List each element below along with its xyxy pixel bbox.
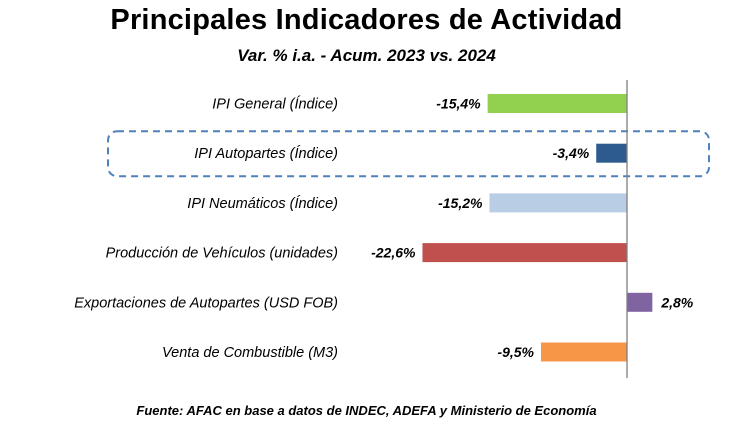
bar — [487, 94, 627, 113]
data-label: -15,4% — [436, 96, 481, 112]
chart-subtitle: Var. % i.a. - Acum. 2023 vs. 2024 — [237, 46, 496, 65]
category-label: Venta de Combustible (M3) — [162, 345, 338, 361]
chart-title: Principales Indicadores de Actividad — [110, 4, 623, 36]
data-label: -15,2% — [438, 195, 483, 211]
data-label: 2,8% — [660, 294, 693, 310]
bar — [422, 243, 627, 263]
category-label: IPI Neumáticos (Índice) — [187, 195, 338, 212]
data-label: -3,4% — [553, 145, 590, 161]
category-label: Producción de Vehículos (unidades) — [106, 246, 338, 262]
category-label: IPI Autopartes (Índice) — [194, 145, 338, 162]
category-label: Exportaciones de Autopartes (USD FOB) — [74, 295, 338, 311]
bar — [627, 292, 653, 312]
bar — [596, 143, 627, 163]
chart-source-note: Fuente: AFAC en base a datos de INDEC, A… — [136, 403, 597, 418]
highlight-box — [107, 130, 710, 178]
bar — [489, 193, 627, 213]
category-label: IPI General (Índice) — [212, 96, 338, 113]
data-label: -22,6% — [371, 245, 416, 261]
bar — [541, 342, 627, 362]
data-label: -9,5% — [497, 344, 534, 360]
